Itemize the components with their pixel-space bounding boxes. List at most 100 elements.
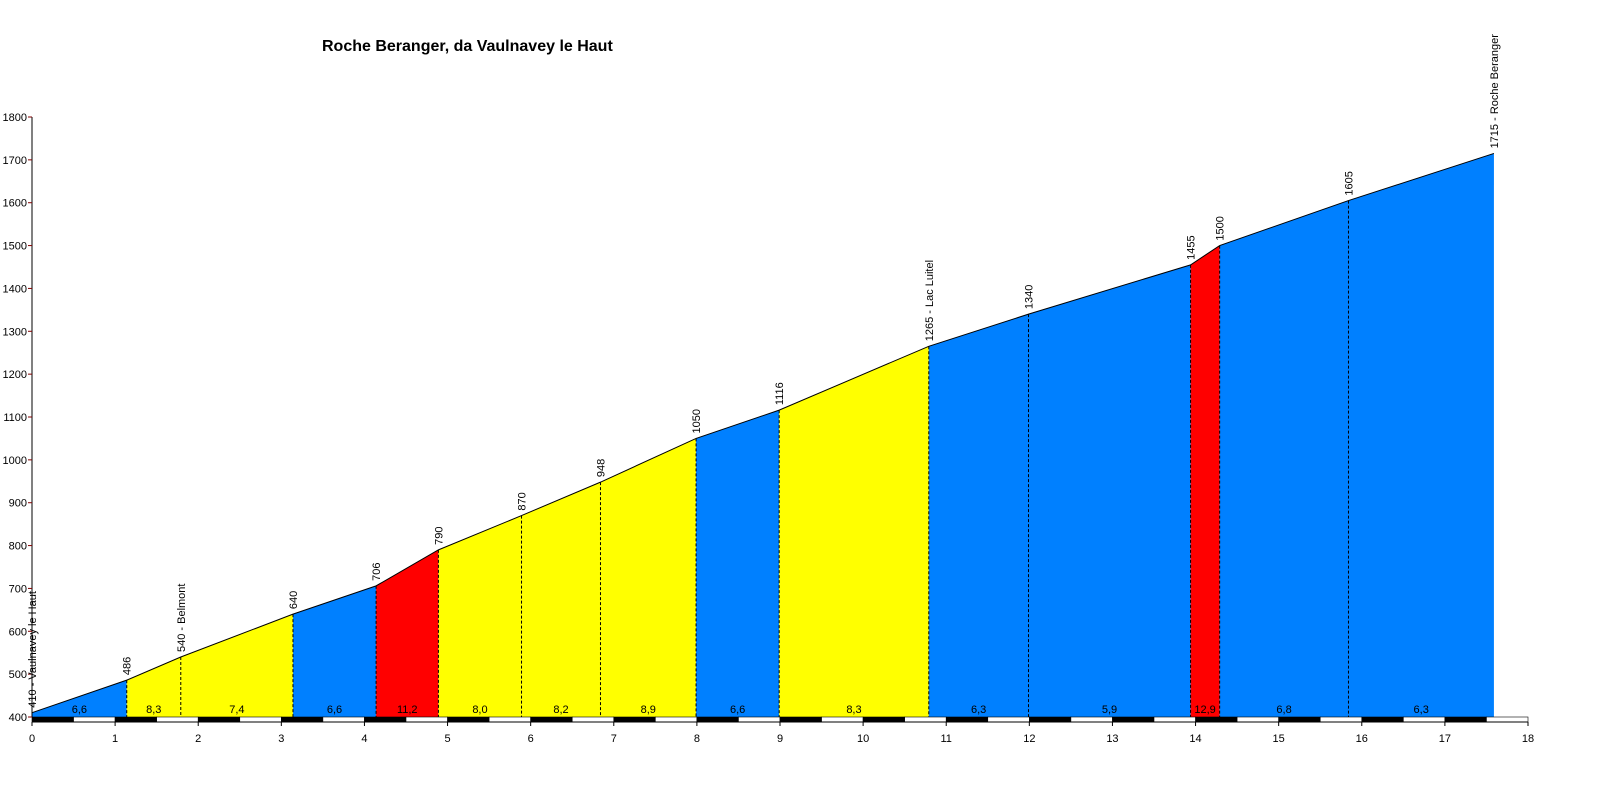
point-label-3: 540 - Belmont	[176, 584, 188, 652]
point-label-7: 870	[517, 492, 529, 510]
y-tick-label-400: 400	[9, 712, 27, 724]
scale-bar-cell-7	[281, 716, 324, 723]
point-label-10: 1116	[774, 382, 786, 405]
scale-bar-cell-15	[613, 716, 656, 723]
profile-segment-13	[1190, 245, 1220, 718]
scale-bar-cell-12	[488, 716, 531, 723]
point-label-8: 948	[595, 459, 607, 477]
profile-segment-6	[438, 515, 522, 717]
scale-bar-cell-34	[1403, 716, 1446, 723]
y-tick-label-1700: 1700	[3, 155, 27, 167]
profile-segment-5	[376, 549, 439, 717]
x-tick-label-12: 12	[1023, 733, 1035, 745]
gradient-label-14: 6,8	[1276, 704, 1291, 716]
scale-bar-cell-27	[1112, 716, 1155, 723]
scale-bar-cell-9	[364, 716, 407, 723]
x-tick-label-4: 4	[361, 733, 367, 745]
x-tick-label-18: 18	[1522, 733, 1534, 745]
gradient-label-4: 6,6	[327, 704, 342, 716]
profile-outline	[31, 152, 1495, 714]
gradient-label-7: 8,2	[553, 704, 568, 716]
segment-dividers	[126, 200, 1349, 717]
gradient-labels: 6,6 8,3 7,4 6,6 11,2 8,0 8,2 8,9 6,6 8,3 6,3 5,9 12,…	[72, 704, 1429, 716]
x-tick-label-15: 15	[1273, 733, 1285, 745]
gradient-label-10: 8,3	[846, 704, 861, 716]
y-tick-label-1100: 1100	[3, 412, 27, 424]
gradient-label-9: 6,6	[730, 704, 745, 716]
point-label-1: 410 - Vaulnavey le Haut	[27, 591, 39, 708]
y-tick-label-1800: 1800	[3, 112, 27, 124]
x-tick-label-8: 8	[694, 733, 700, 745]
y-tick-label-1500: 1500	[3, 241, 27, 253]
scale-bar-cell-35	[1444, 716, 1487, 723]
point-label-5: 706	[371, 562, 383, 580]
x-tick-label-3: 3	[278, 733, 284, 745]
scale-bar-cell-21	[862, 716, 905, 723]
x-tick-label-16: 16	[1356, 733, 1368, 745]
scale-bar-cell-18	[738, 716, 781, 723]
scale-bar-cell-5	[197, 716, 241, 723]
point-label-6: 790	[433, 526, 445, 544]
y-tick-label-800: 800	[9, 541, 27, 553]
x-tick-label-6: 6	[528, 733, 534, 745]
scale-bar-cell-19	[779, 716, 822, 723]
profile-segment-7	[521, 482, 601, 717]
gradient-label-2: 8,3	[146, 704, 161, 716]
scale-bar-cell-29	[1195, 716, 1238, 723]
point-label-14: 1500	[1215, 216, 1227, 240]
gradient-label-1: 6,6	[72, 704, 87, 716]
km-scale-bar	[31, 716, 1529, 723]
x-tick-label-0: 0	[29, 733, 35, 745]
gradient-label-8: 8,9	[641, 704, 656, 716]
y-tick-label-1600: 1600	[3, 198, 27, 210]
scale-bar-cell-30	[1236, 716, 1279, 723]
point-label-16: 1715 - Roche Beranger	[1489, 34, 1501, 149]
axes: 4005006007008009001000110012001300140015…	[3, 112, 1535, 745]
gradient-label-3: 7,4	[229, 704, 244, 716]
scale-bar-cell-16	[655, 716, 698, 723]
y-tick-label-1200: 1200	[3, 369, 27, 381]
profile-segment-9	[696, 410, 780, 717]
gradient-label-11: 6,3	[971, 704, 986, 716]
gradient-label-5: 11,2	[397, 704, 418, 716]
point-label-2: 486	[122, 657, 134, 675]
scale-bar-cell-6	[239, 716, 282, 723]
profile-segment-14	[1219, 200, 1349, 718]
gradient-label-15: 6,3	[1414, 704, 1429, 716]
y-tick-label-1300: 1300	[3, 326, 27, 338]
profile-segment-11	[928, 314, 1029, 717]
point-label-9: 1050	[691, 409, 703, 433]
profile-segment-3	[180, 614, 293, 717]
x-tick-label-10: 10	[857, 733, 869, 745]
chart-title: Roche Beranger, da Vaulnavey le Haut	[322, 38, 613, 55]
scale-bar-cell-22	[904, 716, 947, 723]
x-tick-label-11: 11	[941, 733, 952, 745]
profile-line	[31, 152, 1495, 714]
scale-bar-cell-11	[447, 716, 490, 723]
scale-bar-cell-2	[73, 716, 116, 723]
x-tick-label-1: 1	[112, 733, 118, 745]
gradient-label-13: 12,9	[1194, 704, 1215, 716]
scale-bar-cell-8	[322, 716, 365, 723]
point-label-4: 640	[288, 591, 300, 609]
y-tick-label-700: 700	[9, 583, 27, 595]
profile-segments	[32, 153, 1494, 718]
y-tick-label-900: 900	[9, 498, 27, 510]
y-tick-label-1400: 1400	[3, 283, 27, 295]
profile-segment-2	[126, 657, 181, 717]
profile-segment-4	[292, 585, 377, 717]
profile-segment-12	[1028, 264, 1191, 717]
x-tick-label-9: 9	[777, 733, 783, 745]
profile-segment-10	[779, 346, 929, 717]
point-label-13: 1455	[1186, 235, 1198, 259]
scale-bar-cell-13	[530, 716, 573, 723]
scale-bar-cell-24	[987, 716, 1030, 723]
y-tick-label-600: 600	[9, 626, 27, 638]
scale-bar-cell-14	[571, 716, 615, 723]
x-tick-label-13: 13	[1106, 733, 1118, 745]
scale-bar-cell-31	[1278, 716, 1321, 723]
x-tick-label-7: 7	[611, 733, 617, 745]
scale-bar-cell-32	[1319, 716, 1363, 723]
